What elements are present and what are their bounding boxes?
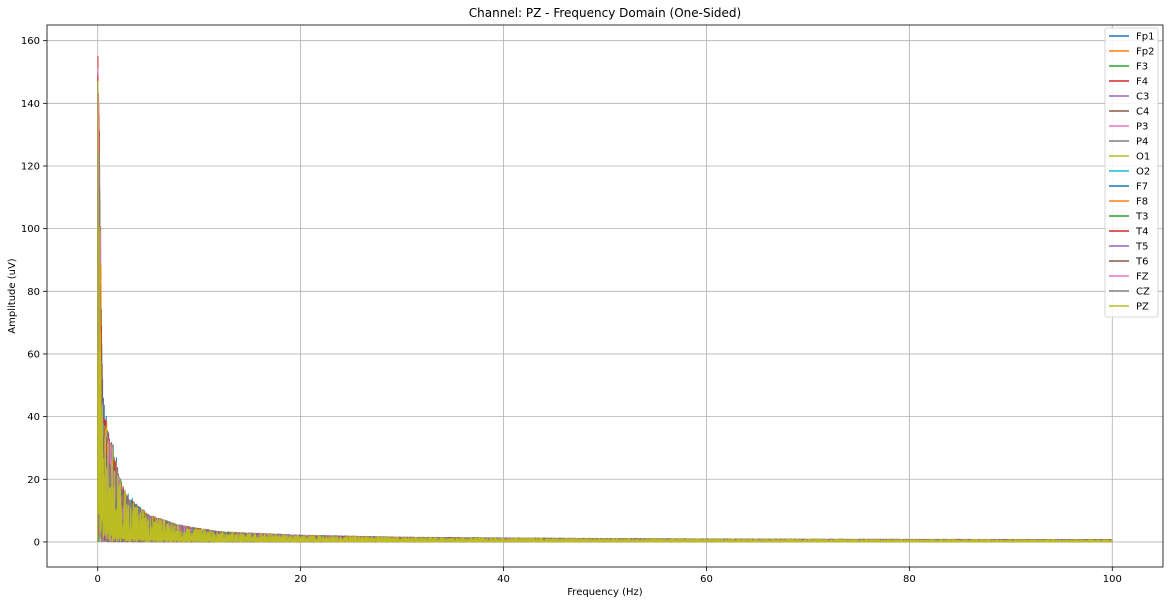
legend-label: T6 bbox=[1135, 257, 1148, 268]
y-tick-label: 0 bbox=[34, 537, 40, 548]
plot-frame bbox=[46, 24, 1164, 568]
legend: Fp1 Fp2 F3 F4 C3 C4 P3 P4 O1 O2 F7 F8 T3 T4 T5 T6 FZ CZ PZ bbox=[1104, 27, 1159, 318]
legend-label: Fp1 bbox=[1136, 32, 1154, 43]
legend-label: T4 bbox=[1135, 227, 1148, 238]
legend-label: F4 bbox=[1136, 77, 1148, 88]
legend-label: O2 bbox=[1136, 167, 1150, 178]
x-tick-label: 0 bbox=[95, 574, 101, 585]
axis-ticks: 0 20 40 60 80 100 0 20 40 60 80 100 120 140 160 bbox=[21, 36, 1122, 585]
legend-item-c3: C3 bbox=[1109, 92, 1149, 103]
y-tick-label: 40 bbox=[27, 412, 40, 423]
y-tick-label: 160 bbox=[21, 36, 40, 47]
legend-item-o1: O1 bbox=[1109, 152, 1150, 163]
legend-item-cz: CZ bbox=[1109, 287, 1150, 298]
legend-item-p4: P4 bbox=[1109, 137, 1148, 148]
legend-item-t5: T5 bbox=[1109, 242, 1148, 253]
x-axis-label: Frequency (Hz) bbox=[567, 587, 643, 598]
series-pz bbox=[97, 80, 1113, 543]
legend-label: P4 bbox=[1136, 137, 1148, 148]
x-tick-label: 40 bbox=[497, 574, 510, 585]
legend-label: PZ bbox=[1136, 302, 1149, 313]
legend-item-c4: C4 bbox=[1109, 107, 1149, 118]
x-tick-label: 60 bbox=[700, 574, 713, 585]
legend-label: C3 bbox=[1136, 92, 1149, 103]
legend-box bbox=[1104, 27, 1159, 318]
x-tick-label: 80 bbox=[903, 574, 916, 585]
legend-label: T5 bbox=[1135, 242, 1148, 253]
y-tick-label: 100 bbox=[21, 224, 40, 235]
plot-data bbox=[97, 55, 1113, 543]
legend-item-f3: F3 bbox=[1109, 62, 1148, 73]
legend-item-p3: P3 bbox=[1109, 122, 1148, 133]
legend-item-f4: F4 bbox=[1109, 77, 1148, 88]
y-tick-label: 60 bbox=[27, 349, 40, 360]
legend-item-t3: T3 bbox=[1109, 212, 1148, 223]
legend-label: CZ bbox=[1136, 287, 1150, 298]
y-axis-label: Amplitude (uV) bbox=[7, 258, 18, 334]
legend-label: O1 bbox=[1136, 152, 1150, 163]
y-tick-label: 20 bbox=[27, 475, 40, 486]
series-line-pz bbox=[97, 80, 1113, 543]
legend-label: F3 bbox=[1136, 62, 1148, 73]
legend-label: F8 bbox=[1136, 197, 1148, 208]
legend-item-f8: F8 bbox=[1109, 197, 1148, 208]
legend-label: T3 bbox=[1135, 212, 1148, 223]
legend-label: C4 bbox=[1136, 107, 1149, 118]
legend-label: P3 bbox=[1136, 122, 1148, 133]
x-tick-label: 100 bbox=[1103, 574, 1122, 585]
legend-item-fz: FZ bbox=[1109, 272, 1149, 283]
y-tick-label: 140 bbox=[21, 99, 40, 110]
chart-title: Channel: PZ - Frequency Domain (One-Side… bbox=[469, 6, 741, 20]
legend-item-t4: T4 bbox=[1109, 227, 1148, 238]
y-tick-label: 80 bbox=[27, 287, 40, 298]
x-tick-label: 20 bbox=[294, 574, 307, 585]
y-tick-label: 120 bbox=[21, 161, 40, 172]
legend-item-f7: F7 bbox=[1109, 182, 1148, 193]
legend-item-fp1: Fp1 bbox=[1109, 32, 1154, 43]
legend-item-fp2: Fp2 bbox=[1109, 47, 1154, 58]
legend-label: F7 bbox=[1136, 182, 1148, 193]
legend-label: FZ bbox=[1136, 272, 1149, 283]
legend-item-pz: PZ bbox=[1109, 302, 1149, 313]
legend-label: Fp2 bbox=[1136, 47, 1154, 58]
legend-item-t6: T6 bbox=[1109, 257, 1148, 268]
legend-item-o2: O2 bbox=[1109, 167, 1150, 178]
